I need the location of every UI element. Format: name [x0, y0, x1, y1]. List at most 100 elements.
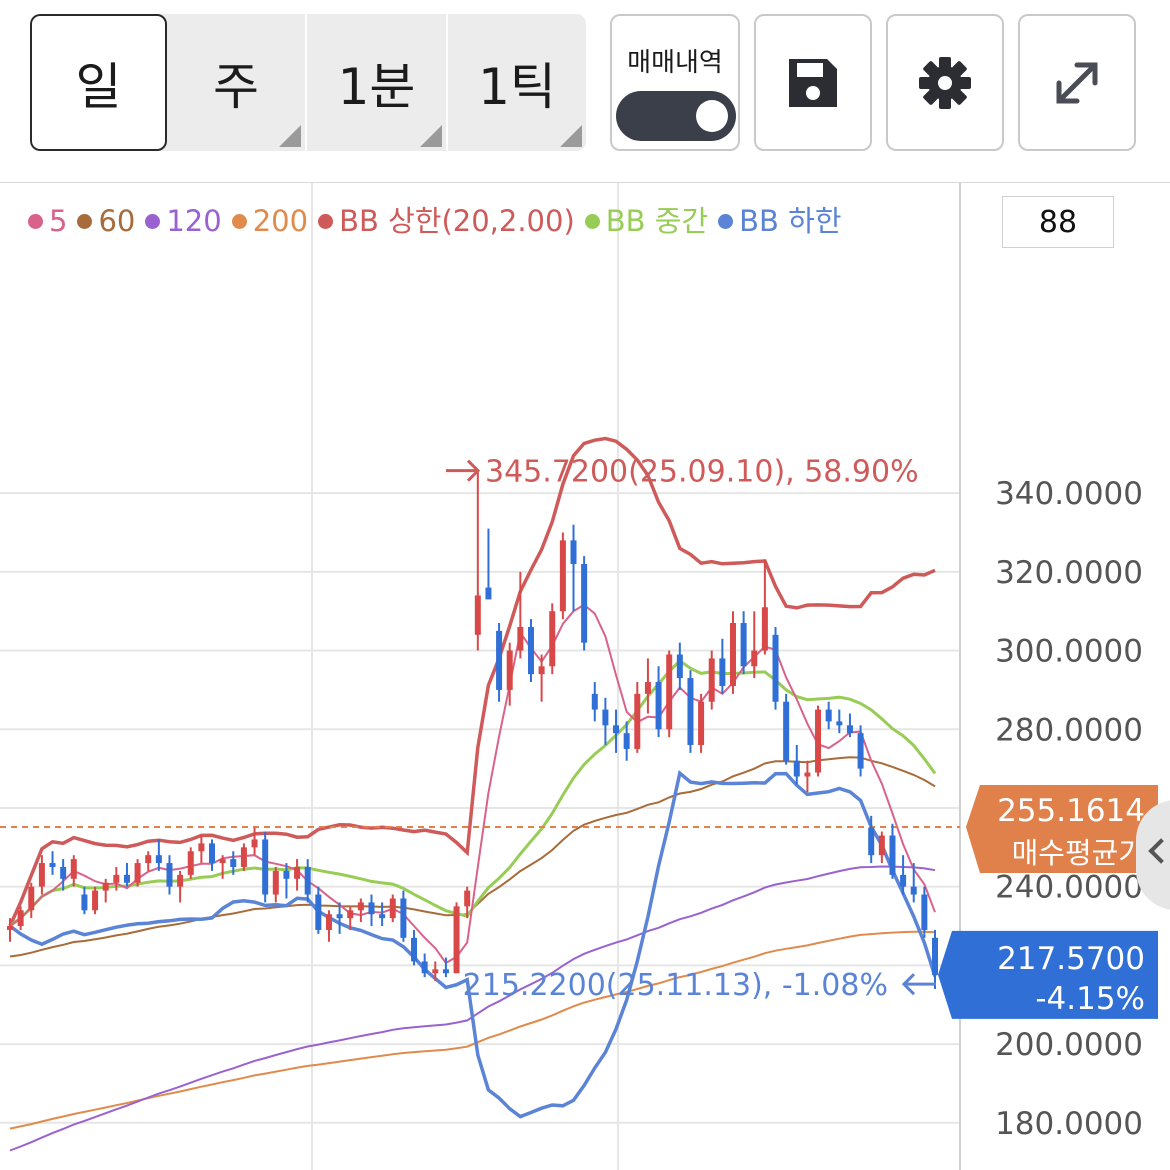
grid-lines	[0, 183, 960, 1170]
annotations: 345.7200(25.09.10), 58.90% 215.2200(25.11…	[446, 455, 936, 1003]
legend-dot	[718, 214, 734, 229]
trade-history-toggle-button[interactable]: 매매내역	[610, 14, 740, 151]
expand-button[interactable]	[1018, 14, 1136, 151]
toolbar-divider	[0, 182, 1170, 183]
legend-dot	[231, 214, 247, 229]
candle	[846, 713, 853, 738]
legend-label: 60	[98, 204, 136, 238]
legend-item: BB 하한	[718, 198, 842, 244]
indicator-lines	[0, 436, 960, 1152]
legend-label: 120	[166, 204, 222, 238]
candle	[868, 815, 875, 864]
period-label: 일	[75, 57, 122, 116]
price-axis: 340.0000 320.0000 300.0000 280.0000 240.0000…	[938, 476, 1158, 1142]
candle	[910, 863, 917, 903]
current-price-tag	[938, 930, 1158, 1019]
candle	[38, 855, 45, 895]
period-week-button[interactable]: 주	[167, 14, 307, 151]
candle	[166, 855, 173, 895]
legend-item: 5	[28, 198, 67, 244]
candle	[49, 851, 56, 875]
chevron-left-icon	[1148, 838, 1170, 864]
candle	[602, 697, 609, 745]
candle	[698, 693, 705, 753]
candle	[432, 961, 439, 982]
ma200-line	[9, 930, 936, 1130]
candle	[7, 918, 13, 942]
candle	[400, 890, 407, 942]
candle	[815, 705, 822, 777]
trade-history-switch[interactable]	[616, 91, 736, 141]
candle	[740, 611, 747, 675]
candle	[793, 745, 800, 785]
period-minute-button[interactable]: 1분	[307, 14, 448, 151]
high-annotation: 345.7200(25.09.10), 58.90%	[485, 455, 919, 490]
save-icon	[789, 58, 837, 107]
candle	[623, 721, 630, 761]
y-tick-label: 240.0000	[995, 870, 1143, 906]
candle	[219, 855, 226, 879]
candle	[113, 866, 120, 891]
gear-icon	[919, 56, 971, 109]
candle	[92, 886, 99, 915]
high-arrow-icon	[446, 459, 481, 482]
candle	[379, 902, 386, 927]
candle	[581, 556, 588, 651]
period-label: 1분	[337, 57, 416, 116]
candle	[368, 894, 375, 927]
candle	[240, 843, 247, 871]
candle-count: 88	[1038, 204, 1078, 240]
candle	[549, 603, 556, 675]
candle	[921, 886, 928, 938]
candle	[708, 650, 715, 710]
candle	[932, 929, 938, 989]
candle	[389, 894, 396, 923]
expand-icon	[1056, 62, 1098, 103]
candle	[357, 898, 364, 923]
y-tick-label: 320.0000	[995, 555, 1143, 591]
switch-knob	[696, 100, 728, 132]
ma5-line	[9, 603, 936, 965]
legend-dot	[28, 214, 43, 229]
candle	[889, 823, 896, 879]
candle-count-box[interactable]: 88	[1002, 196, 1114, 248]
toolbar: 일 주 1분 1틱 매매내역	[0, 0, 1170, 182]
legend-item: 60	[77, 198, 135, 244]
legend-dot	[77, 214, 93, 229]
dropdown-corner-icon	[420, 125, 442, 147]
candle	[825, 701, 832, 730]
y-tick-label: 180.0000	[995, 1106, 1143, 1142]
candle	[570, 524, 577, 612]
bb-upper-line	[8, 436, 936, 927]
candle	[772, 626, 779, 710]
candle	[60, 859, 67, 891]
avg-price-tag	[966, 785, 1158, 874]
current-price-value: 217.5700	[997, 941, 1145, 977]
candle	[613, 709, 620, 753]
period-tick-button[interactable]: 1틱	[448, 14, 586, 151]
candle	[262, 831, 269, 903]
candle	[336, 902, 343, 934]
candle	[102, 878, 109, 903]
candle	[761, 560, 768, 655]
period-selector: 일 주 1분 1틱	[30, 14, 586, 151]
candle	[187, 847, 194, 879]
settings-button[interactable]	[886, 14, 1004, 151]
candle	[123, 863, 130, 887]
period-day-button[interactable]: 일	[30, 14, 167, 151]
save-button[interactable]	[754, 14, 872, 151]
candle	[634, 682, 641, 753]
candle	[464, 886, 471, 919]
trade-history-label: 매매내역	[627, 48, 723, 78]
legend-dot	[318, 214, 334, 229]
side-panel-handle[interactable]	[1136, 800, 1170, 910]
candle	[134, 859, 141, 887]
legend-dot	[145, 214, 161, 229]
candles	[7, 469, 938, 989]
legend-label: BB 중간	[605, 204, 709, 238]
candle	[676, 642, 683, 690]
candle	[81, 886, 88, 915]
candle	[783, 693, 790, 765]
candle	[421, 953, 428, 978]
